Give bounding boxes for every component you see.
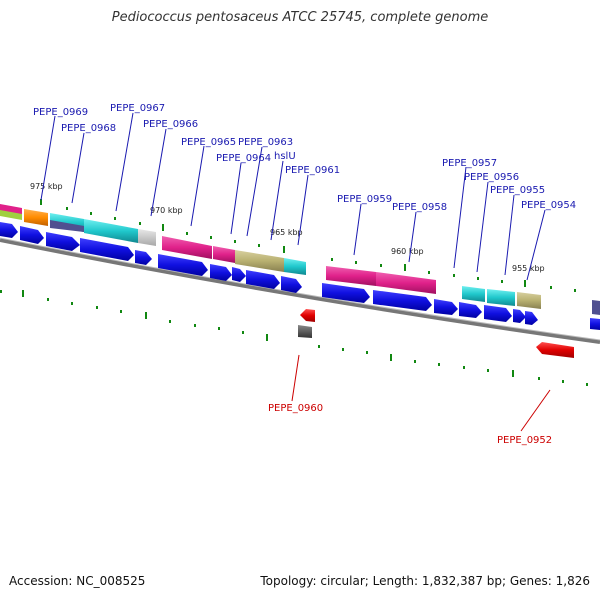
gene-label-pepe-0964[interactable]: PEPE_0964 xyxy=(216,153,271,164)
cog-color-bars xyxy=(0,204,600,315)
gene-label-pepe-0956[interactable]: PEPE_0956 xyxy=(464,172,519,183)
kbp-label-975: 975 kbp xyxy=(30,182,63,191)
gene-label-pepe-0968[interactable]: PEPE_0968 xyxy=(61,123,116,134)
gene-label-pepe-0967[interactable]: PEPE_0967 xyxy=(110,103,165,114)
genome-summary-text: Topology: circular; Length: 1,832,387 bp… xyxy=(260,574,590,588)
label-leaders xyxy=(40,112,546,281)
upper-ticks xyxy=(40,199,576,292)
dark-gene-block xyxy=(298,325,312,338)
gene-label-pepe-0952[interactable]: PEPE_0952 xyxy=(497,435,552,446)
gene-label-pepe-0958[interactable]: PEPE_0958 xyxy=(392,202,447,213)
label-leaders-red xyxy=(291,354,551,432)
reverse-gene-arrows xyxy=(300,309,574,358)
forward-gene-arrows xyxy=(0,222,600,330)
gene-label-pepe-0954[interactable]: PEPE_0954 xyxy=(521,200,576,211)
genome-title: Pediococcus pentosaceus ATCC 25745, comp… xyxy=(111,10,489,25)
kbp-label-970: 970 kbp xyxy=(150,206,183,215)
kbp-label-965: 965 kbp xyxy=(270,228,303,237)
gene-label-pepe-0961[interactable]: PEPE_0961 xyxy=(285,165,340,176)
gene-label-pepe-0965[interactable]: PEPE_0965 xyxy=(181,137,236,148)
gene-label-pepe-0959[interactable]: PEPE_0959 xyxy=(337,194,392,205)
gene-label-pepe-0955[interactable]: PEPE_0955 xyxy=(490,185,545,196)
gene-label-pepe-0963[interactable]: PEPE_0963 xyxy=(238,137,293,148)
gene-label-pepe-0957[interactable]: PEPE_0957 xyxy=(442,158,497,169)
gene-label-pepe-0966[interactable]: PEPE_0966 xyxy=(143,119,198,130)
kbp-label-960: 960 kbp xyxy=(391,247,424,256)
genome-backbone xyxy=(0,238,600,344)
gene-label-pepe-0960[interactable]: PEPE_0960 xyxy=(268,403,323,414)
lower-ticks xyxy=(0,290,588,386)
accession-text: Accession: NC_008525 xyxy=(9,574,146,588)
gene-label-pepe-0969[interactable]: PEPE_0969 xyxy=(33,107,88,118)
kbp-label-955: 955 kbp xyxy=(512,264,545,273)
genome-backbone-highlight xyxy=(0,237,600,341)
gene-label-hslu[interactable]: hslU xyxy=(274,151,296,162)
